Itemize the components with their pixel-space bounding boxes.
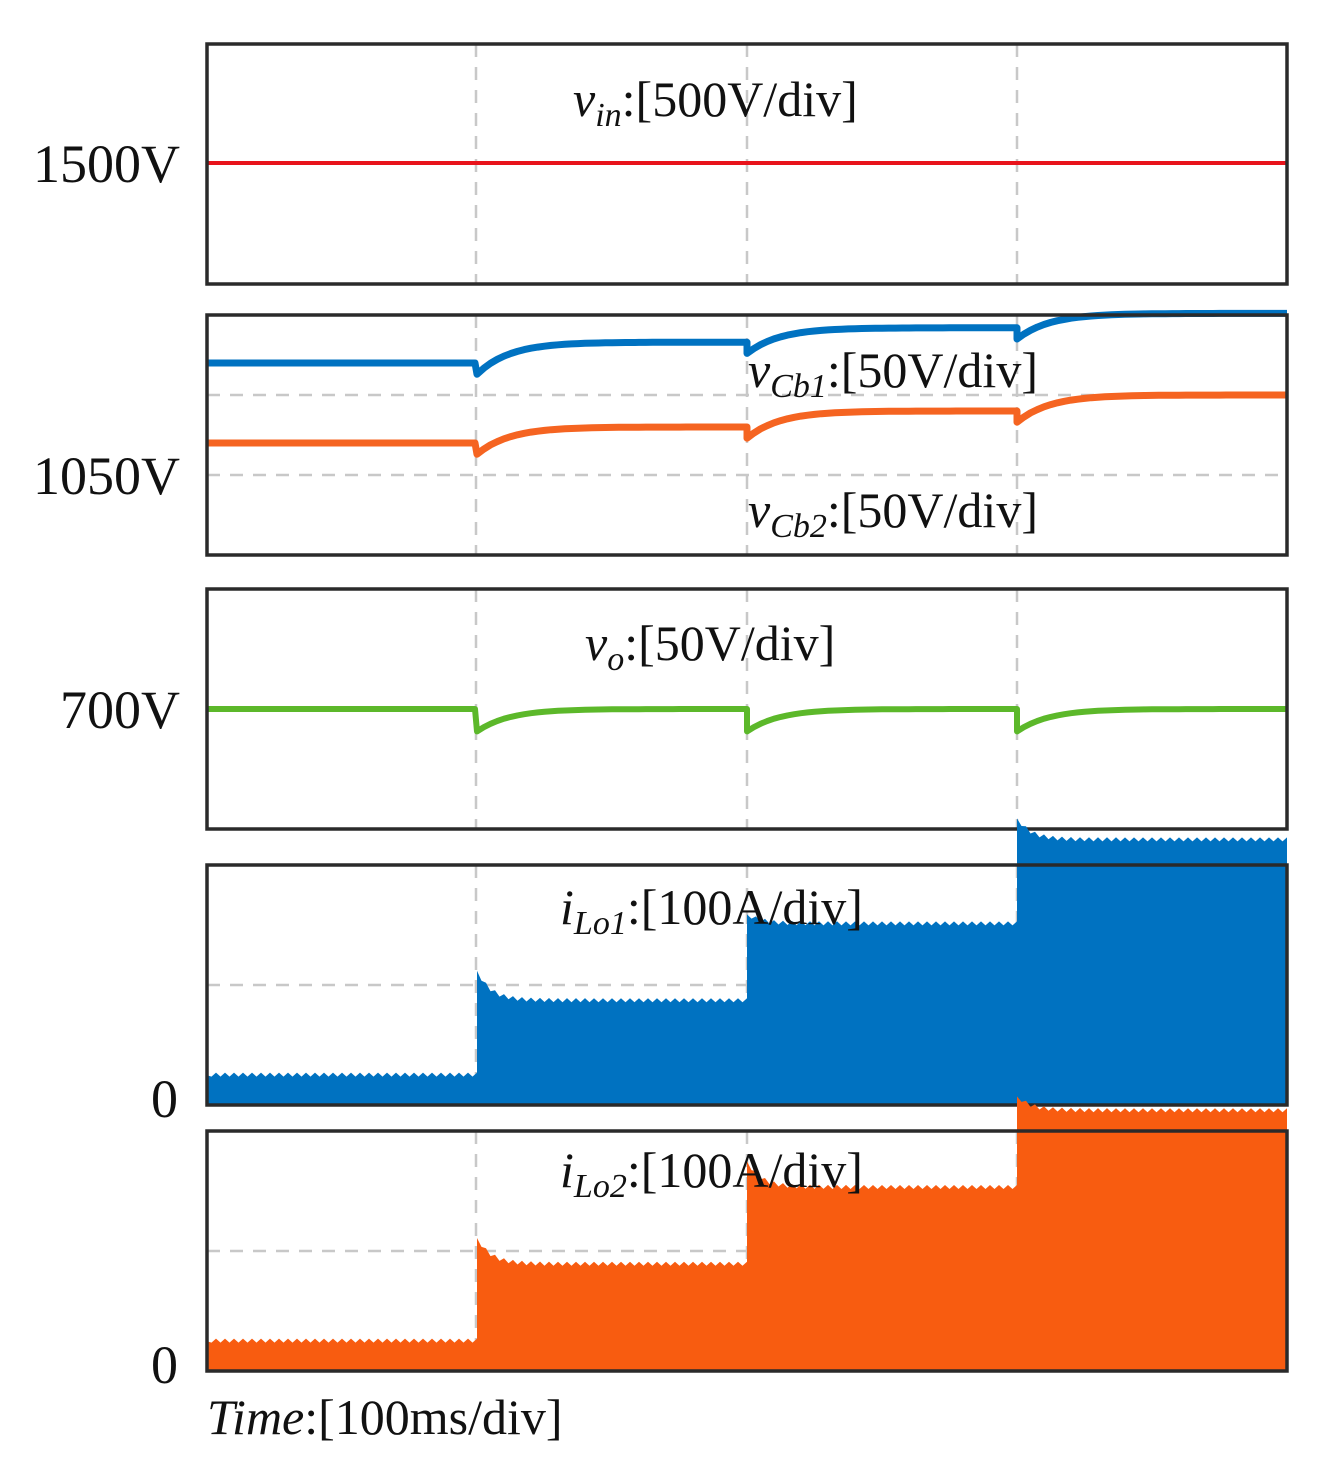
vin-label-sub: in bbox=[595, 97, 621, 134]
vcb2-label: vCb2:[50V/div] bbox=[748, 482, 1038, 545]
ilo2-label: iLo2:[100A/div] bbox=[560, 1142, 863, 1205]
vcb1-label-sub: Cb1 bbox=[770, 368, 827, 405]
panel-vo: vo:[50V/div] 700V bbox=[60, 587, 1289, 831]
vcb-ytick-label: 1050V bbox=[33, 446, 180, 506]
vo-label-scale: :[50V/div] bbox=[624, 615, 835, 671]
panel-vin-frame bbox=[205, 42, 1289, 286]
ilo1-label-var: i bbox=[560, 879, 574, 935]
time-axis-label: Time:[100ms/div] bbox=[207, 1389, 563, 1445]
panel-vcb: vCb1:[50V/div] vCb2:[50V/div] 1050V bbox=[33, 309, 1289, 557]
vcb1-label-scale: :[50V/div] bbox=[827, 342, 1038, 398]
panel-ilo2-frame bbox=[205, 1129, 1289, 1373]
vcb2-label-scale: :[50V/div] bbox=[827, 482, 1038, 538]
vcb1-label-var: v bbox=[748, 342, 771, 398]
panel-vo-frame bbox=[205, 587, 1289, 831]
panel-ilo2: iLo2:[100A/div] 0 bbox=[151, 1096, 1289, 1395]
vcb2-trace bbox=[207, 391, 1287, 458]
ilo1-label-scale: :[100A/div] bbox=[627, 879, 863, 935]
panel-ilo1: iLo1:[100A/div] 0 bbox=[151, 818, 1289, 1129]
vin-ytick-label: 1500V bbox=[33, 134, 180, 194]
vo-label-var: v bbox=[585, 615, 608, 671]
vo-trace bbox=[207, 706, 1287, 735]
vcb1-label: vCb1:[50V/div] bbox=[748, 342, 1038, 405]
vo-ytick-label: 700V bbox=[60, 680, 180, 740]
ilo1-label-sub: Lo1 bbox=[573, 905, 627, 942]
time-axis-label-scale: :[100ms/div] bbox=[304, 1389, 562, 1445]
ilo2-trace bbox=[207, 1096, 1287, 1370]
ilo2-ytick-label: 0 bbox=[151, 1335, 178, 1395]
ilo1-ytick-label: 0 bbox=[151, 1069, 178, 1129]
panel-vin: vin:[500V/div] 1500V bbox=[33, 42, 1289, 286]
panel-ilo1-frame bbox=[205, 863, 1289, 1107]
vin-label: vin:[500V/div] bbox=[573, 71, 858, 134]
ilo2-label-sub: Lo2 bbox=[573, 1168, 627, 1205]
ilo1-label: iLo1:[100A/div] bbox=[560, 879, 863, 942]
vcb2-label-sub: Cb2 bbox=[770, 508, 827, 545]
vin-label-var: v bbox=[573, 71, 596, 127]
vcb2-label-var: v bbox=[748, 482, 771, 538]
vo-label-sub: o bbox=[607, 641, 624, 678]
ilo2-label-var: i bbox=[560, 1142, 574, 1198]
ilo1-trace bbox=[207, 818, 1287, 1104]
ilo2-label-scale: :[100A/div] bbox=[627, 1142, 863, 1198]
panel-vcb-frame bbox=[205, 313, 1289, 557]
vin-label-scale: :[500V/div] bbox=[622, 71, 858, 127]
vo-label: vo:[50V/div] bbox=[585, 615, 835, 678]
time-axis-label-var: Time bbox=[207, 1389, 304, 1445]
